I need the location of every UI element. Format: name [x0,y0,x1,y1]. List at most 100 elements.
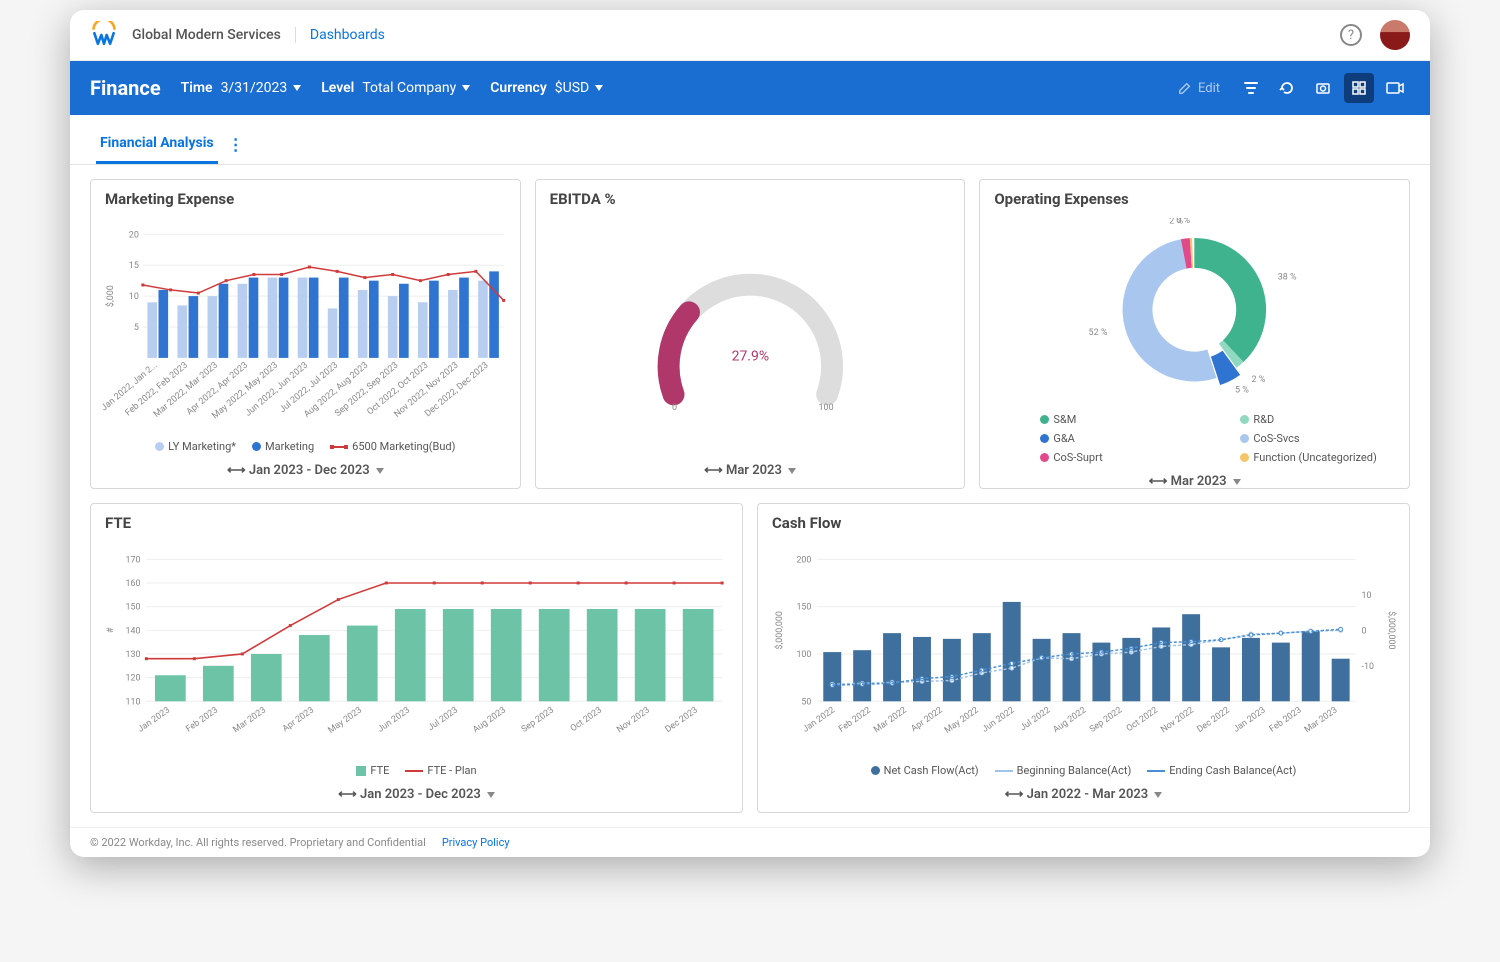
svg-text:100: 100 [818,403,833,413]
svg-text:$,000: $,000 [105,285,116,307]
svg-text:10: 10 [129,292,139,302]
svg-text:Aug 2023: Aug 2023 [471,705,508,735]
svg-text:10: 10 [1362,591,1372,601]
svg-text:0 %: 0 % [1177,218,1191,226]
svg-text:Sep 2022: Sep 2022 [1088,705,1124,734]
svg-text:May 2023: May 2023 [326,705,364,735]
svg-text:38 %: 38 % [1278,273,1297,283]
fte-card: FTE 110 120 130 140 150 160 170 # Jan 2023 Feb 20… [90,503,743,813]
svg-text:Apr 2022: Apr 2022 [909,705,944,734]
cashflow-card: Cash Flow 50100150200-10010$,000,000$,00… [757,503,1410,813]
present-icon[interactable] [1380,73,1410,103]
privacy-link[interactable]: Privacy Policy [442,836,510,849]
svg-text:Mar 2022: Mar 2022 [872,705,909,735]
svg-text:Feb 2022: Feb 2022 [837,705,873,734]
grid-view-icon[interactable] [1344,73,1374,103]
svg-text:0: 0 [1362,626,1367,636]
svg-text:160: 160 [125,579,140,589]
svg-text:150: 150 [125,603,140,613]
tab-financial-analysis[interactable]: Financial Analysis [96,125,218,164]
svg-text:2 %: 2 % [1252,375,1266,385]
tab-overflow-menu[interactable]: ⋮ [226,135,246,155]
svg-text:120: 120 [125,674,140,684]
app-logo [90,21,118,49]
svg-text:Nov 2023: Nov 2023 [615,705,652,735]
time-label: Time [181,80,213,96]
page-title: Finance [90,76,161,100]
range-selector[interactable]: ⟷ Jan 2022 - Mar 2023 [758,779,1409,812]
svg-text:Jan 2023: Jan 2023 [136,705,172,734]
svg-text:170: 170 [125,555,140,565]
ebitda-card: EBITDA % 27.9%0100 ⟷ Mar 2023 [535,179,966,489]
svg-text:Oct 2022: Oct 2022 [1125,705,1160,734]
svg-text:Jan 2023: Jan 2023 [1232,705,1268,734]
marketing-expense-card: Marketing Expense 5101520$,000Jan 2022, … [90,179,521,489]
level-label: Level [321,80,354,96]
svg-text:Feb 2023: Feb 2023 [1268,705,1304,734]
svg-text:50: 50 [801,697,811,707]
camera-icon[interactable] [1308,73,1338,103]
card-title: FTE [91,504,742,542]
svg-text:$,000,000: $,000,000 [774,611,785,649]
svg-text:Jul 2023: Jul 2023 [426,705,460,733]
refresh-icon[interactable] [1272,73,1302,103]
opex-card: Operating Expenses 38 %2 %5 %52 %2 %0 % … [979,179,1410,489]
svg-text:Apr 2023: Apr 2023 [281,705,316,734]
svg-text:Jun 2023: Jun 2023 [376,705,412,734]
svg-text:110: 110 [125,697,140,707]
svg-text:Jun 2022: Jun 2022 [981,705,1017,734]
svg-text:Mar 2023: Mar 2023 [231,705,268,735]
svg-text:Sep 2023: Sep 2023 [520,705,556,734]
svg-text:5: 5 [134,323,139,333]
svg-text:Dec 2023: Dec 2023 [664,705,700,735]
range-selector[interactable]: ⟷ Mar 2023 [980,466,1409,489]
svg-text:-10: -10 [1362,662,1374,672]
level-value[interactable]: Total Company [362,80,456,96]
chevron-down-icon[interactable] [595,85,603,91]
filter-icon[interactable] [1236,73,1266,103]
svg-text:5 %: 5 % [1235,386,1249,396]
svg-text:0: 0 [672,403,677,413]
range-selector[interactable]: ⟷ Mar 2023 [536,455,965,488]
ebitda-gauge: 27.9%0100 [546,218,955,455]
chevron-down-icon[interactable] [462,85,470,91]
svg-text:#: # [106,627,116,633]
brand-text: Global Modern Services [132,27,296,43]
currency-value[interactable]: $USD [555,80,589,96]
fte-chart: 110 120 130 140 150 160 170 # Jan 2023 Feb 2023 Ma… [101,542,732,762]
range-selector[interactable]: ⟷ Jan 2023 - Dec 2023 [91,779,742,812]
svg-text:150: 150 [796,603,811,613]
chevron-down-icon[interactable] [293,85,301,91]
svg-text:Mar 2023: Mar 2023 [1303,705,1340,735]
footer-copyright: © 2022 Workday, Inc. All rights reserved… [90,836,426,849]
time-value[interactable]: 3/31/2023 [221,80,288,96]
help-icon[interactable]: ? [1340,24,1362,46]
svg-text:15: 15 [129,261,139,271]
svg-text:140: 140 [125,626,140,636]
svg-text:Oct 2023: Oct 2023 [569,705,604,734]
svg-text:Jan 2022: Jan 2022 [801,705,837,734]
user-avatar[interactable] [1380,20,1410,50]
card-title: EBITDA % [536,180,965,218]
svg-text:Feb 2023: Feb 2023 [184,705,220,734]
card-title: Operating Expenses [980,180,1409,218]
svg-text:Dec 2022: Dec 2022 [1195,705,1231,735]
cashflow-chart: 50100150200-10010$,000,000$,000,000Jan 2… [768,542,1399,762]
svg-text:Jul 2022: Jul 2022 [1019,705,1053,733]
svg-text:130: 130 [125,650,140,660]
breadcrumb-link[interactable]: Dashboards [310,27,385,43]
svg-text:Aug 2022: Aug 2022 [1052,705,1089,735]
edit-button[interactable]: Edit [1178,81,1220,96]
svg-text:May 2022: May 2022 [943,705,981,735]
svg-text:$,000,000: $,000,000 [1386,611,1397,649]
marketing-chart: 5101520$,000Jan 2022, Jan 2...Feb 2022, … [101,218,510,438]
currency-label: Currency [490,80,547,96]
svg-text:Nov 2022: Nov 2022 [1159,705,1196,735]
svg-text:200: 200 [796,555,811,565]
range-selector[interactable]: ⟷ Jan 2023 - Dec 2023 [91,455,520,488]
card-title: Marketing Expense [91,180,520,218]
opex-donut: 38 %2 %5 %52 %2 %0 % [990,218,1399,411]
svg-text:20: 20 [129,230,139,240]
svg-text:52 %: 52 % [1089,328,1108,338]
card-title: Cash Flow [758,504,1409,542]
